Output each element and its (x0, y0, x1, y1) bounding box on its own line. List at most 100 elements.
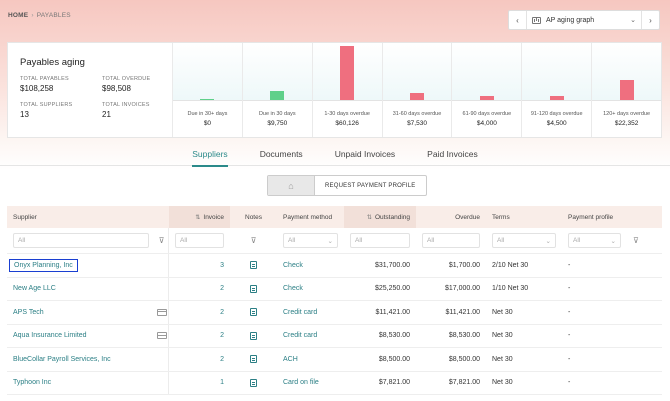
filter-supplier-input[interactable]: All (13, 233, 149, 248)
tab-suppliers[interactable]: Suppliers (180, 146, 239, 167)
supplier-link[interactable]: Aqua Insurance Limited (13, 332, 87, 340)
payment-method[interactable]: Check (283, 261, 303, 269)
header-terms[interactable]: Terms (486, 206, 562, 228)
outstanding-amount: $31,700.00 (374, 261, 410, 269)
header-overdue[interactable]: Overdue (416, 206, 486, 228)
filter-outstanding-input[interactable]: All (350, 233, 410, 248)
invoice-count[interactable]: 2 (220, 285, 224, 293)
header-payment-method[interactable]: Payment method (277, 206, 344, 228)
bucket-label: Due in 30 days (258, 111, 296, 117)
aging-bar (619, 79, 634, 100)
supplier-link[interactable]: Typhoon Inc (13, 379, 52, 387)
header-payment-profile[interactable]: Payment profile (562, 206, 627, 228)
notes-cell (230, 301, 277, 324)
invoice-count[interactable]: 2 (220, 308, 224, 316)
aging-bar (340, 46, 355, 100)
supplier-link[interactable]: APS Tech (13, 308, 44, 316)
payment-method[interactable]: Credit card (283, 308, 318, 316)
aging-bar (270, 91, 285, 100)
bucket-value: $0 (203, 120, 212, 127)
row-spacer (627, 301, 662, 324)
request-payment-profile-button[interactable]: REQUEST PAYMENT PROFILE (325, 182, 416, 189)
filter-payment-method-select[interactable]: All ⌄ (283, 233, 338, 248)
filter-icon[interactable]: ⊽ (250, 236, 257, 245)
table-row[interactable]: Onyx Planning, Inc 3 Check $31,700.00 $1… (7, 254, 662, 278)
chevron-down-icon: ⌄ (630, 17, 636, 24)
breadcrumb-home[interactable]: HOME (8, 12, 29, 19)
supplier-link[interactable]: BlueCollar Payroll Services, Inc (13, 355, 111, 363)
overdue-amount: $11,421.00 (445, 308, 480, 316)
header-supplier[interactable]: Supplier (7, 206, 155, 228)
filter-terms-cell: All ⌄ (486, 228, 562, 253)
header-label: Supplier (13, 213, 37, 221)
supplier-cell: New Age LLC (7, 278, 155, 301)
supplier-link[interactable]: New Age LLC (13, 285, 56, 293)
notes-cell (230, 348, 277, 371)
notes-icon[interactable] (250, 308, 257, 317)
notes-icon[interactable] (250, 378, 257, 387)
filter-payment-profile-select[interactable]: All ⌄ (568, 233, 621, 248)
graph-next-button[interactable]: › (641, 11, 659, 29)
payment-method[interactable]: Credit card (283, 332, 318, 340)
breadcrumb-separator: › (31, 12, 34, 19)
invoice-count[interactable]: 2 (220, 332, 224, 340)
payment-method[interactable]: Check (283, 285, 303, 293)
aging-bar (549, 95, 564, 100)
table-row[interactable]: New Age LLC 2 Check $25,250.00 $17,000.0… (7, 277, 662, 301)
filter-outstanding-cell: All (344, 228, 416, 253)
header-outstanding[interactable]: ⇅ Outstanding (344, 206, 416, 228)
stat-label: TOTAL PAYABLES (20, 76, 69, 82)
filter-overdue-input[interactable]: All (422, 233, 480, 248)
notes-icon[interactable] (250, 355, 257, 364)
stat-total-payables: TOTAL PAYABLES $108,258 (20, 76, 102, 93)
filter-invoice-input[interactable]: All (175, 233, 224, 248)
payment-profile: - (568, 261, 571, 269)
table-row[interactable]: Aqua Insurance Limited 2 Credit card $8,… (7, 324, 662, 348)
filter-overdue-cell: All (416, 228, 486, 253)
tab-documents[interactable]: Documents (259, 149, 303, 159)
aging-bucket[interactable]: 31-60 days overdue $7,530 (381, 43, 452, 137)
notes-icon[interactable] (250, 261, 257, 270)
payment-method[interactable]: Card on file (283, 379, 319, 387)
invoice-count[interactable]: 2 (220, 355, 224, 363)
invoice-count[interactable]: 1 (220, 379, 224, 387)
filter-icon[interactable]: ⊽ (633, 236, 639, 245)
bucket-label: 120+ days overdue (603, 111, 651, 117)
aging-bucket[interactable]: Due in 30 days $9,750 (241, 43, 312, 137)
bucket-value: $4,000 (476, 120, 497, 127)
notes-icon[interactable] (250, 331, 257, 340)
bucket-value: $4,500 (546, 120, 567, 127)
overdue-amount: $1,700.00 (448, 261, 480, 269)
payment-profile: - (568, 355, 571, 363)
invoice-count[interactable]: 3 (220, 261, 224, 269)
table-row[interactable]: APS Tech 2 Credit card $11,421.00 $11,42… (7, 301, 662, 325)
stat-total-overdue: TOTAL OVERDUE $98,508 (102, 76, 172, 93)
overdue-amount: $8,500.00 (448, 355, 480, 363)
aging-buckets: Due in 30+ days $0 Due in 30 days $9,750 1… (172, 43, 662, 137)
filter-terms-select[interactable]: All ⌄ (492, 233, 556, 248)
aging-bucket[interactable]: 1-30 days overdue $60,126 (311, 43, 382, 137)
graph-prev-button[interactable]: ‹ (509, 11, 527, 29)
row-spacer (627, 325, 662, 348)
graph-dropdown[interactable]: AP aging graph ⌄ (527, 16, 641, 24)
filter-icon[interactable]: ⊽ (158, 236, 165, 245)
home-icon[interactable]: ⌂ (268, 176, 315, 195)
tab-paid-invoices[interactable]: Paid Invoices (427, 149, 478, 159)
table-row[interactable]: Typhoon Inc 1 Card on file $7,821.00 $7,… (7, 371, 662, 395)
card-cell (155, 301, 169, 324)
bucket-label: 1-30 days overdue (324, 111, 370, 117)
aging-bucket[interactable]: 120+ days overdue $22,352 (591, 43, 662, 137)
tab-unpaid-invoices[interactable]: Unpaid Invoices (334, 149, 396, 159)
table-body: Onyx Planning, Inc 3 Check $31,700.00 $1… (7, 254, 662, 395)
header-invoice[interactable]: ⇅ Invoice (169, 206, 230, 228)
aging-bucket[interactable]: Due in 30+ days $0 (172, 43, 242, 137)
table-row[interactable]: BlueCollar Payroll Services, Inc 2 ACH $… (7, 348, 662, 372)
supplier-cell: Onyx Planning, Inc (7, 254, 155, 277)
notes-icon[interactable] (250, 284, 257, 293)
supplier-link[interactable]: Onyx Planning, Inc (9, 258, 78, 272)
payment-method[interactable]: ACH (283, 355, 298, 363)
aging-bucket[interactable]: 61-90 days overdue $4,000 (451, 43, 522, 137)
outstanding-amount: $11,421.00 (375, 308, 410, 316)
aging-bucket[interactable]: 91-120 days overdue $4,500 (521, 43, 592, 137)
terms: 1/10 Net 30 (492, 285, 529, 293)
